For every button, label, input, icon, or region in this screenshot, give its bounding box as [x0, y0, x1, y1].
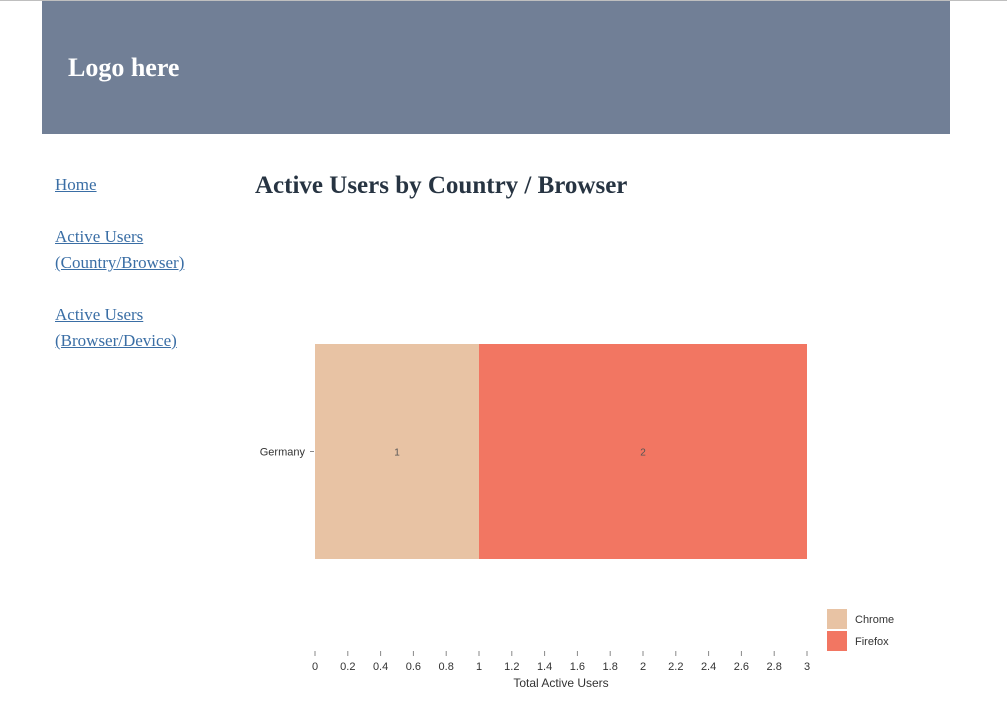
y-tick-label-germany: Germany [260, 447, 306, 459]
legend-label-chrome: Chrome [855, 614, 894, 626]
sidebar-link-home[interactable]: Home [55, 175, 97, 194]
x-tick-label-8: 1.6 [570, 661, 585, 673]
sidebar-nav: Home Active Users (Country/Browser) Acti… [55, 172, 225, 380]
legend-label-firefox: Firefox [855, 636, 889, 648]
x-tick-label-6: 1.2 [504, 661, 519, 673]
x-tick-label-3: 0.6 [406, 661, 421, 673]
legend-swatch-firefox [827, 631, 847, 651]
sidebar-link-active-users-country-browser[interactable]: Active Users (Country/Browser) [55, 227, 185, 272]
x-tick-label-4: 0.8 [439, 661, 454, 673]
x-tick-label-14: 2.8 [767, 661, 782, 673]
x-tick-label-9: 1.8 [603, 661, 618, 673]
x-tick-label-2: 0.4 [373, 661, 388, 673]
x-tick-label-13: 2.6 [734, 661, 749, 673]
x-tick-label-15: 3 [804, 661, 810, 673]
top-border [0, 0, 1007, 1]
x-tick-label-10: 2 [640, 661, 646, 673]
legend-swatch-chrome [827, 609, 847, 629]
bar-chrome [315, 344, 479, 559]
x-tick-label-5: 1 [476, 661, 482, 673]
bar-firefox [479, 344, 807, 559]
logo: Logo here [68, 53, 180, 82]
sidebar-link-active-users-browser-device[interactable]: Active Users (Browser/Device) [55, 305, 177, 350]
site-header: Logo here [42, 1, 950, 134]
page-title: Active Users by Country / Browser [255, 172, 628, 199]
x-tick-label-7: 1.4 [537, 661, 552, 673]
x-tick-label-11: 2.2 [668, 661, 683, 673]
x-tick-label-1: 0.2 [340, 661, 355, 673]
data-label-firefox: 2 [640, 448, 646, 459]
data-label-chrome: 1 [394, 448, 400, 459]
x-tick-label-12: 2.4 [701, 661, 716, 673]
x-tick-label-0: 0 [312, 661, 318, 673]
x-axis-label: Total Active Users [513, 676, 608, 690]
